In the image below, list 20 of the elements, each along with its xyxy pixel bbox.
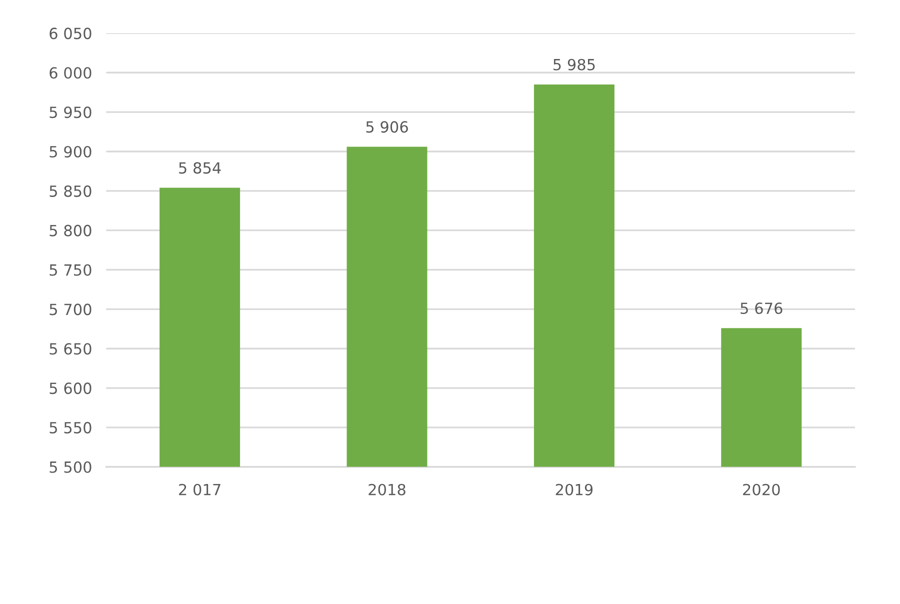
x-tick-label: 2018: [368, 484, 406, 496]
x-tick-label: 2019: [556, 484, 593, 496]
y-tick-label: 5 800: [50, 224, 92, 236]
y-tick-label: 5 500: [50, 461, 92, 473]
x-tick-label: 2020: [743, 484, 780, 496]
data-label: 5 906: [366, 121, 408, 133]
data-label: 5 676: [740, 302, 782, 314]
data-label: 5 985: [554, 58, 595, 70]
y-tick-label: 5 950: [50, 106, 92, 118]
y-tick-label: 5 750: [50, 264, 92, 276]
y-tick-label: 5 850: [50, 185, 92, 197]
y-tick-label: 5 650: [50, 343, 92, 355]
y-tick-label: 5 550: [50, 422, 92, 434]
y-tick-label: 5 900: [50, 146, 92, 158]
data-label: 5 854: [179, 162, 221, 174]
x-tick-label: 2 017: [179, 484, 220, 496]
y-tick-label: 5 600: [50, 382, 92, 394]
y-tick-label: 6 050: [50, 28, 92, 40]
y-tick-label: 5 700: [50, 304, 92, 316]
y-tick-label: 6 000: [50, 67, 92, 79]
